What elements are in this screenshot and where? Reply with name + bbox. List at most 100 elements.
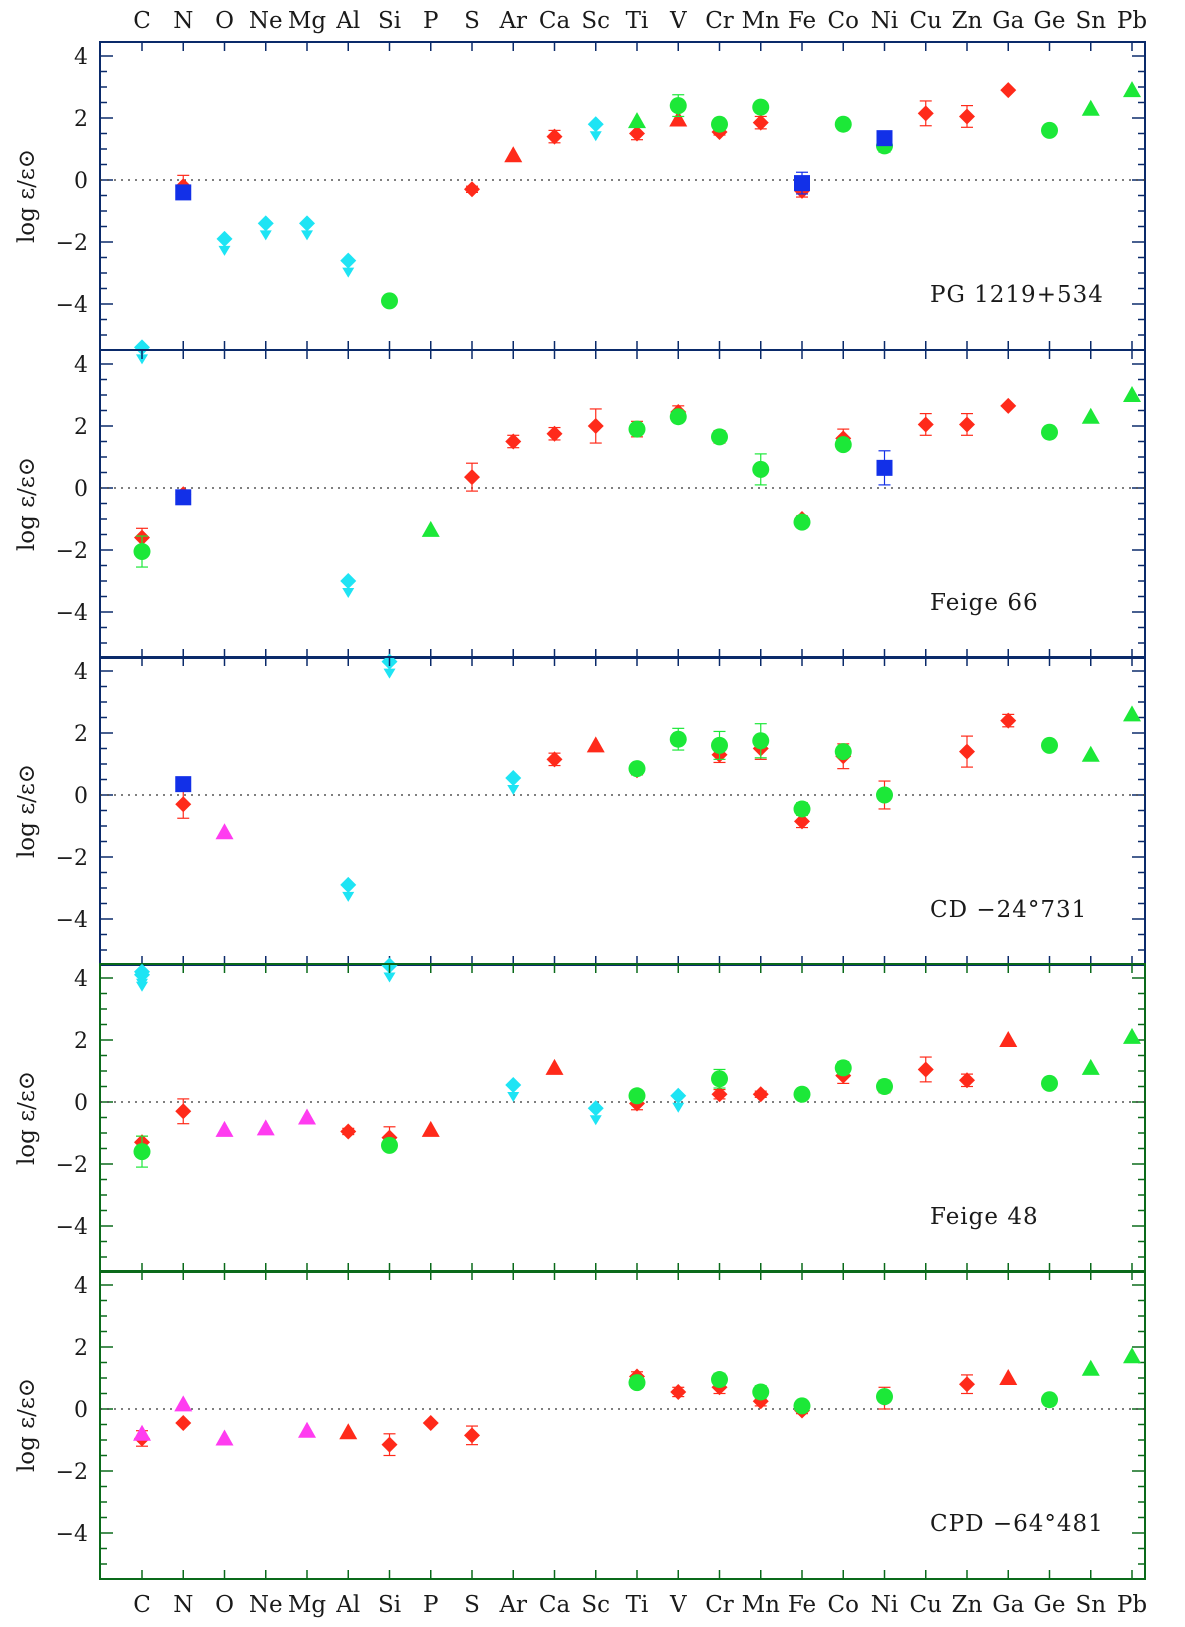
- diamond-point-s: [464, 462, 480, 492]
- circle-point-co: [834, 743, 852, 761]
- diamond-point-mn: [752, 114, 769, 131]
- diamond-marker: [917, 1061, 934, 1078]
- element-label-top-fe: Fe: [788, 8, 816, 34]
- element-label-top-sc: Sc: [581, 8, 610, 34]
- diamond-marker: [340, 573, 357, 589]
- triangle-marker: [1123, 1347, 1141, 1364]
- triangle-marker: [1081, 1058, 1100, 1075]
- element-label-bottom-n: N: [173, 1592, 193, 1618]
- triangle-point-o: [215, 1120, 234, 1137]
- circle-point-co: [834, 436, 852, 454]
- element-label-top-al: Al: [335, 8, 360, 34]
- triangle-marker: [1123, 386, 1141, 402]
- circle-marker: [628, 1374, 646, 1392]
- diamond-marker: [711, 1086, 728, 1103]
- circle-point-ti: [628, 1374, 646, 1392]
- panel-feige-66: −4 −2 0 2 4 log ε/ε⊙ Feige 66: [14, 349, 1146, 679]
- diamond-marker: [216, 230, 233, 247]
- diamond-marker: [959, 108, 975, 125]
- element-label-top-cu: Cu: [910, 8, 942, 34]
- diamond-marker: [175, 1414, 192, 1431]
- diamond-point-ca: [546, 128, 563, 145]
- diamond-point-ne: [257, 215, 274, 241]
- diamond-point-sc: [587, 116, 604, 142]
- triangle-point-sn: [1081, 99, 1100, 116]
- diamond-marker: [917, 416, 934, 433]
- circle-point-si: [381, 1136, 398, 1154]
- diamond-marker: [670, 1383, 687, 1400]
- diamond-marker: [587, 418, 604, 434]
- y-tick-label: −2: [56, 1153, 88, 1178]
- y-tick-label: −4: [56, 1215, 88, 1240]
- triangle-point-mg: [298, 1421, 316, 1438]
- circle-marker: [628, 1087, 646, 1105]
- element-label-top-ge: Ge: [1034, 8, 1066, 34]
- triangle-marker: [1123, 1027, 1141, 1044]
- y-tick-label: 0: [74, 169, 88, 194]
- element-label-bottom-al: Al: [335, 1592, 360, 1618]
- triangle-point-al: [339, 1423, 358, 1440]
- diamond-marker: [422, 1414, 439, 1431]
- y-axis-label: log ε/ε⊙: [14, 764, 40, 858]
- element-label-bottom-ni: Ni: [871, 1592, 898, 1618]
- circle-marker: [381, 1136, 398, 1154]
- star-name-label: Feige 48: [930, 1204, 1039, 1230]
- y-tick-label: 0: [74, 1091, 88, 1116]
- square-marker: [876, 130, 893, 147]
- triangle-marker: [133, 1424, 151, 1441]
- triangle-point-o: [215, 823, 234, 840]
- diamond-marker: [134, 339, 150, 356]
- circle-point-ni: [876, 786, 893, 804]
- upper-limit-arrow: [589, 131, 602, 142]
- y-tick-label: 2: [74, 107, 88, 132]
- y-tick-label: 2: [74, 1336, 88, 1361]
- diamond-marker: [505, 769, 522, 786]
- y-tick-label: 0: [74, 477, 88, 502]
- triangle-marker: [1081, 407, 1100, 424]
- diamond-point-c: [134, 339, 150, 365]
- triangle-marker: [215, 1120, 234, 1137]
- triangle-point-ca: [545, 1058, 564, 1075]
- circle-point-v: [669, 408, 687, 426]
- diamond-marker: [1000, 82, 1017, 99]
- y-tick-label: −4: [56, 601, 88, 626]
- element-label-bottom-ti: Ti: [626, 1592, 649, 1618]
- triangle-point-sn: [1081, 1359, 1100, 1376]
- circle-marker: [669, 730, 687, 748]
- triangle-marker: [1081, 99, 1100, 116]
- circle-point-c: [133, 535, 151, 568]
- element-label-top-mg: Mg: [288, 8, 327, 34]
- diamond-marker: [1000, 712, 1017, 729]
- circle-marker: [669, 97, 687, 115]
- star-name-label: PG 1219+534: [930, 282, 1104, 308]
- square-point-ni: [876, 450, 893, 486]
- diamond-point-c: [134, 963, 150, 989]
- circle-point-ge: [1041, 1391, 1058, 1409]
- upper-limit-arrow: [383, 972, 396, 983]
- circle-marker: [1041, 1391, 1058, 1409]
- circle-marker: [752, 460, 770, 478]
- circle-point-co: [834, 1059, 852, 1077]
- triangle-marker: [999, 1369, 1018, 1385]
- element-label-bottom-ga: Ga: [992, 1592, 1024, 1618]
- diamond-marker: [752, 1086, 769, 1103]
- triangle-marker: [215, 1429, 234, 1446]
- y-axis-label: log ε/ε⊙: [14, 149, 40, 243]
- circle-point-mn: [752, 453, 770, 486]
- y-tick-label: 2: [74, 415, 88, 440]
- triangle-point-pb: [1123, 386, 1141, 402]
- diamond-point-zn: [959, 104, 975, 128]
- circle-point-si: [381, 292, 398, 310]
- triangle-point-p: [421, 520, 440, 537]
- triangle-marker: [1081, 745, 1100, 762]
- triangle-marker: [504, 146, 523, 163]
- circle-point-ge: [1041, 736, 1058, 754]
- circle-point-cr: [711, 1068, 728, 1089]
- triangle-point-pb: [1123, 81, 1141, 98]
- diamond-marker: [546, 425, 563, 442]
- star-name-label: CD −24°731: [930, 897, 1087, 923]
- triangle-point-pb: [1123, 705, 1141, 722]
- circle-marker: [628, 420, 646, 438]
- square-marker: [175, 184, 192, 201]
